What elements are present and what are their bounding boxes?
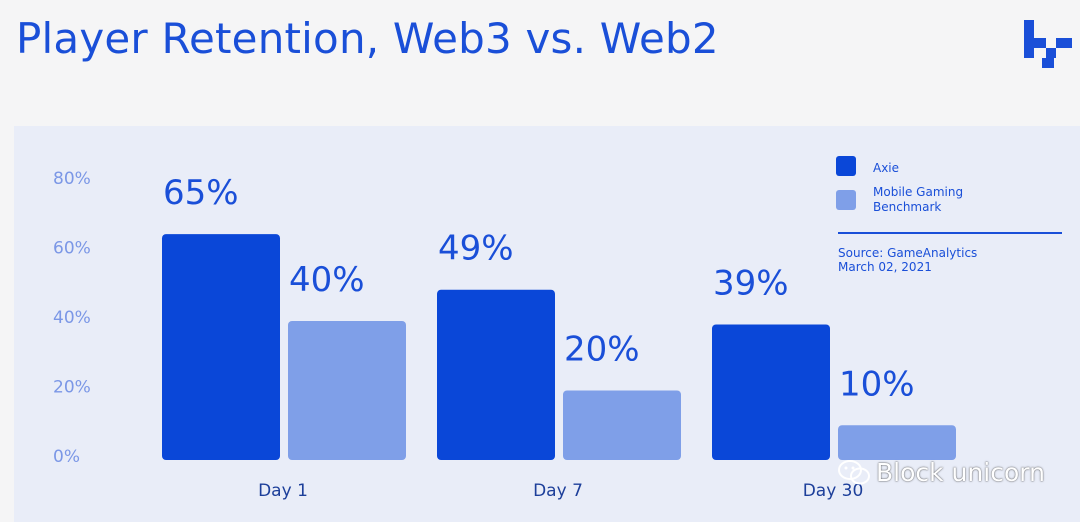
y-tick-label: 60% bbox=[53, 239, 91, 259]
wechat-icon bbox=[838, 459, 870, 484]
data-label-benchmark: 40% bbox=[289, 260, 365, 300]
y-tick-label: 40% bbox=[53, 308, 91, 328]
source-text: Source: GameAnalytics bbox=[838, 246, 977, 260]
legend-swatch-axie bbox=[836, 156, 856, 176]
bar-axie bbox=[712, 324, 830, 460]
source-date: March 02, 2021 bbox=[838, 260, 932, 274]
page-title: Player Retention, Web3 vs. Web2 bbox=[16, 14, 719, 63]
bar-axie bbox=[162, 234, 280, 460]
bar-benchmark bbox=[838, 425, 956, 460]
x-tick-label: Day 1 bbox=[258, 481, 308, 501]
x-tick-label: Day 30 bbox=[803, 481, 864, 501]
bar-benchmark bbox=[288, 321, 406, 460]
y-tick-label: 0% bbox=[53, 447, 80, 467]
block-logo-icon bbox=[1024, 20, 1072, 68]
x-tick-label: Day 7 bbox=[533, 481, 583, 501]
bar-benchmark bbox=[563, 390, 681, 460]
data-label-axie: 39% bbox=[713, 263, 789, 303]
data-label-benchmark: 20% bbox=[564, 330, 640, 370]
watermark: Block unicorn bbox=[838, 458, 1045, 487]
legend-label-axie: Axie bbox=[873, 161, 899, 175]
data-label-axie: 49% bbox=[438, 229, 514, 269]
bar-axie bbox=[437, 289, 555, 460]
y-tick-label: 80% bbox=[53, 169, 91, 189]
legend-swatch-benchmark bbox=[836, 190, 856, 210]
y-tick-label: 20% bbox=[53, 378, 91, 398]
legend-label-benchmark: Mobile Gaming Benchmark bbox=[873, 185, 963, 214]
watermark-text: Block unicorn bbox=[876, 458, 1045, 487]
data-label-axie: 65% bbox=[163, 173, 239, 213]
data-label-benchmark: 10% bbox=[839, 364, 915, 404]
